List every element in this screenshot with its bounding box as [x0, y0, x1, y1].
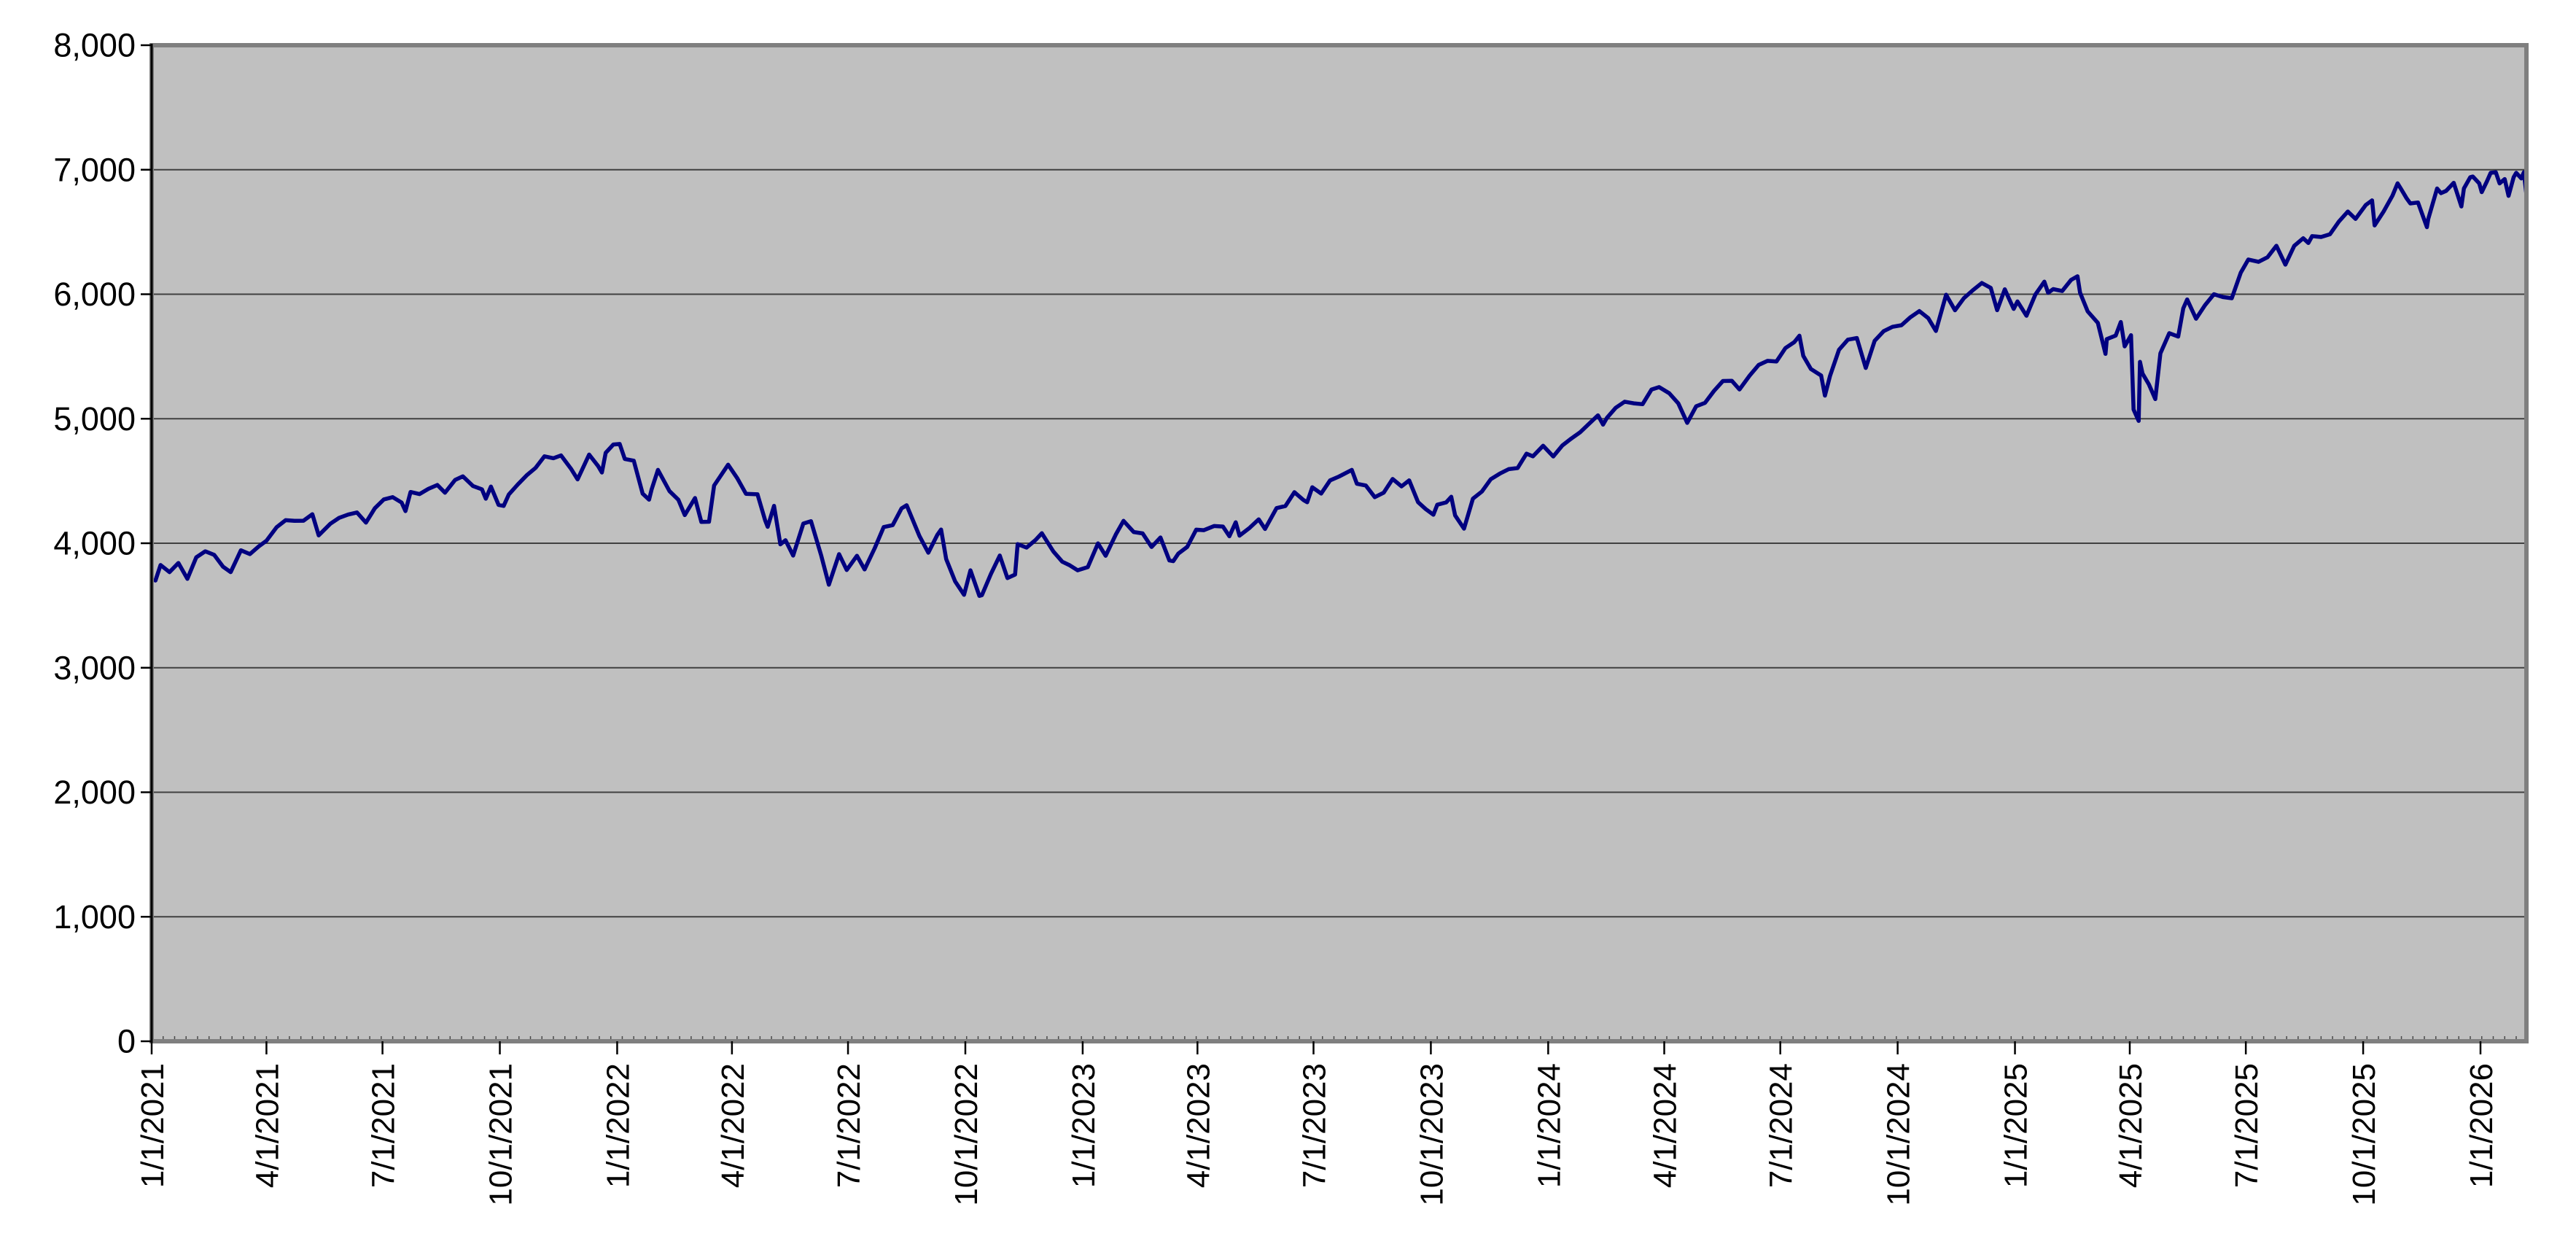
x-axis-tick-label: 1/1/2024: [1531, 1063, 1567, 1188]
y-axis-tick-label: 0: [117, 1023, 136, 1060]
y-axis-tick-label: 3,000: [53, 649, 136, 686]
x-axis-tick-label: 1/1/2026: [2464, 1063, 2499, 1188]
x-axis-tick-label: 4/1/2023: [1180, 1063, 1216, 1188]
y-axis-tick-label: 1,000: [53, 898, 136, 936]
price-line: [153, 170, 2529, 598]
y-axis-tick-label: 2,000: [53, 774, 136, 811]
x-axis-tick-label: 7/1/2022: [831, 1063, 867, 1188]
y-axis-tick-label: 5,000: [53, 400, 136, 438]
y-axis-tick-label: 7,000: [53, 151, 136, 188]
x-axis-tick-label: 10/1/2024: [1881, 1063, 1917, 1206]
x-axis-tick-label: 7/1/2025: [2229, 1063, 2265, 1188]
x-axis-tick-label: 1/1/2021: [135, 1063, 171, 1188]
x-axis-tick-label: 1/1/2022: [600, 1063, 636, 1188]
y-axis-tick-label: 6,000: [53, 276, 136, 313]
x-axis-tick-label: 7/1/2021: [366, 1063, 402, 1188]
x-axis-tick-label: 10/1/2025: [2346, 1063, 2382, 1206]
x-axis-tick-label: 10/1/2023: [1414, 1063, 1450, 1206]
x-axis-tick-label: 4/1/2022: [715, 1063, 751, 1188]
x-axis-tick-label: 4/1/2025: [2113, 1063, 2149, 1188]
x-axis-tick-label: 10/1/2022: [949, 1063, 984, 1206]
x-axis-tick-label: 4/1/2021: [249, 1063, 285, 1188]
x-axis-tick-label: 4/1/2024: [1648, 1063, 1684, 1188]
x-axis-tick-label: 10/1/2021: [483, 1063, 519, 1206]
x-axis-tick-label: 1/1/2023: [1066, 1063, 1102, 1188]
x-axis-tick-label: 7/1/2023: [1297, 1063, 1333, 1188]
x-axis-tick-label: 1/1/2025: [1999, 1063, 2034, 1188]
y-axis-tick-label: 4,000: [53, 525, 136, 562]
x-axis-tick-label: 7/1/2024: [1764, 1063, 1799, 1188]
y-axis-tick-label: 8,000: [53, 27, 136, 64]
